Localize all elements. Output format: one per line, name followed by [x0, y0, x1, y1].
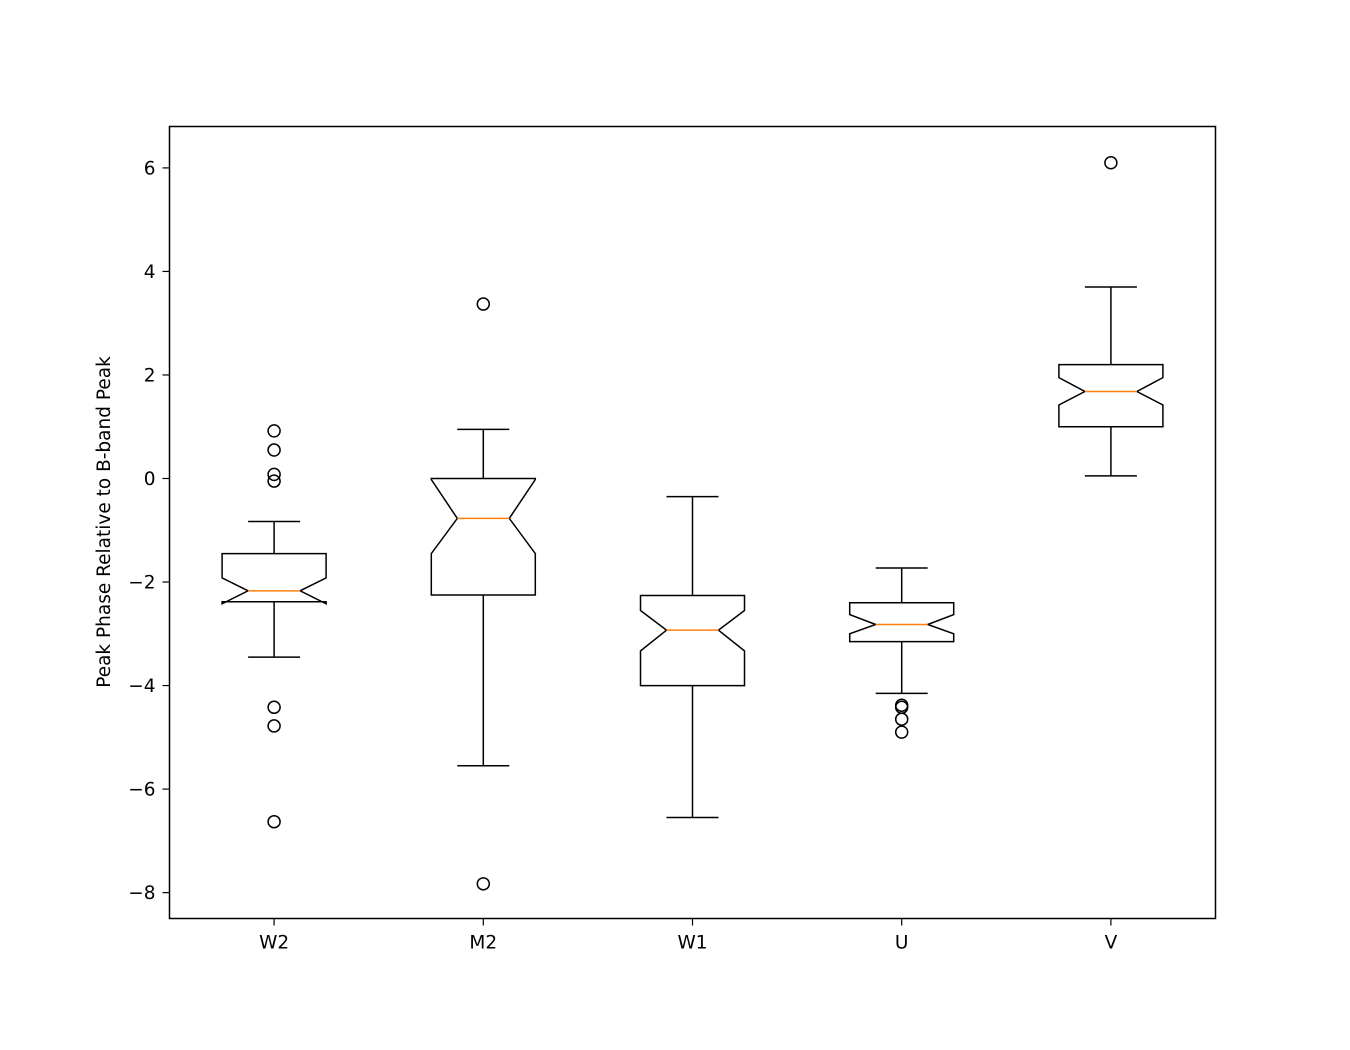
box — [639, 594, 746, 687]
outlier-point — [267, 467, 281, 482]
y-tick-label: 2 — [144, 365, 156, 386]
x-tick-label: W1 — [677, 933, 707, 954]
outlier-point — [1104, 155, 1118, 170]
box-group-v — [1058, 155, 1164, 477]
outlier-point — [267, 474, 281, 488]
outlier-point — [894, 725, 909, 739]
box — [430, 477, 537, 596]
x-tick-label: M2 — [469, 933, 497, 954]
outlier-point — [267, 719, 281, 733]
y-tick-label: −6 — [128, 780, 155, 801]
outlier-point — [267, 700, 281, 715]
plot-layer — [221, 155, 1164, 891]
outlier-point — [894, 712, 909, 726]
outlier-point — [267, 443, 281, 457]
box — [221, 552, 327, 606]
x-tick-label: W2 — [259, 933, 289, 954]
y-axis-label: Peak Phase Relative to B-band Peak — [94, 356, 115, 688]
y-tick-label: −2 — [128, 573, 155, 594]
outlier-point — [267, 814, 281, 829]
box-group-m2 — [430, 297, 537, 891]
box — [1058, 363, 1164, 428]
box-group-w2 — [221, 424, 327, 829]
outlier-point — [476, 877, 491, 891]
outlier-point — [267, 424, 281, 438]
x-tick-label: V — [1105, 933, 1118, 954]
box — [848, 601, 955, 643]
y-tick-label: 6 — [144, 158, 156, 179]
y-tick-label: 4 — [144, 262, 156, 283]
x-axis: W2 M2 W1 U V — [259, 918, 1118, 954]
x-tick-label: U — [895, 933, 909, 954]
y-tick-label: −8 — [128, 883, 155, 904]
outlier-point — [476, 297, 491, 311]
y-tick-label: 0 — [144, 469, 156, 490]
box-group-w1 — [639, 495, 746, 819]
y-axis: −8 −6 −4 −2 0 2 4 6 — [128, 158, 170, 904]
y-tick-label: −4 — [128, 676, 155, 697]
box-group-u — [848, 567, 955, 739]
